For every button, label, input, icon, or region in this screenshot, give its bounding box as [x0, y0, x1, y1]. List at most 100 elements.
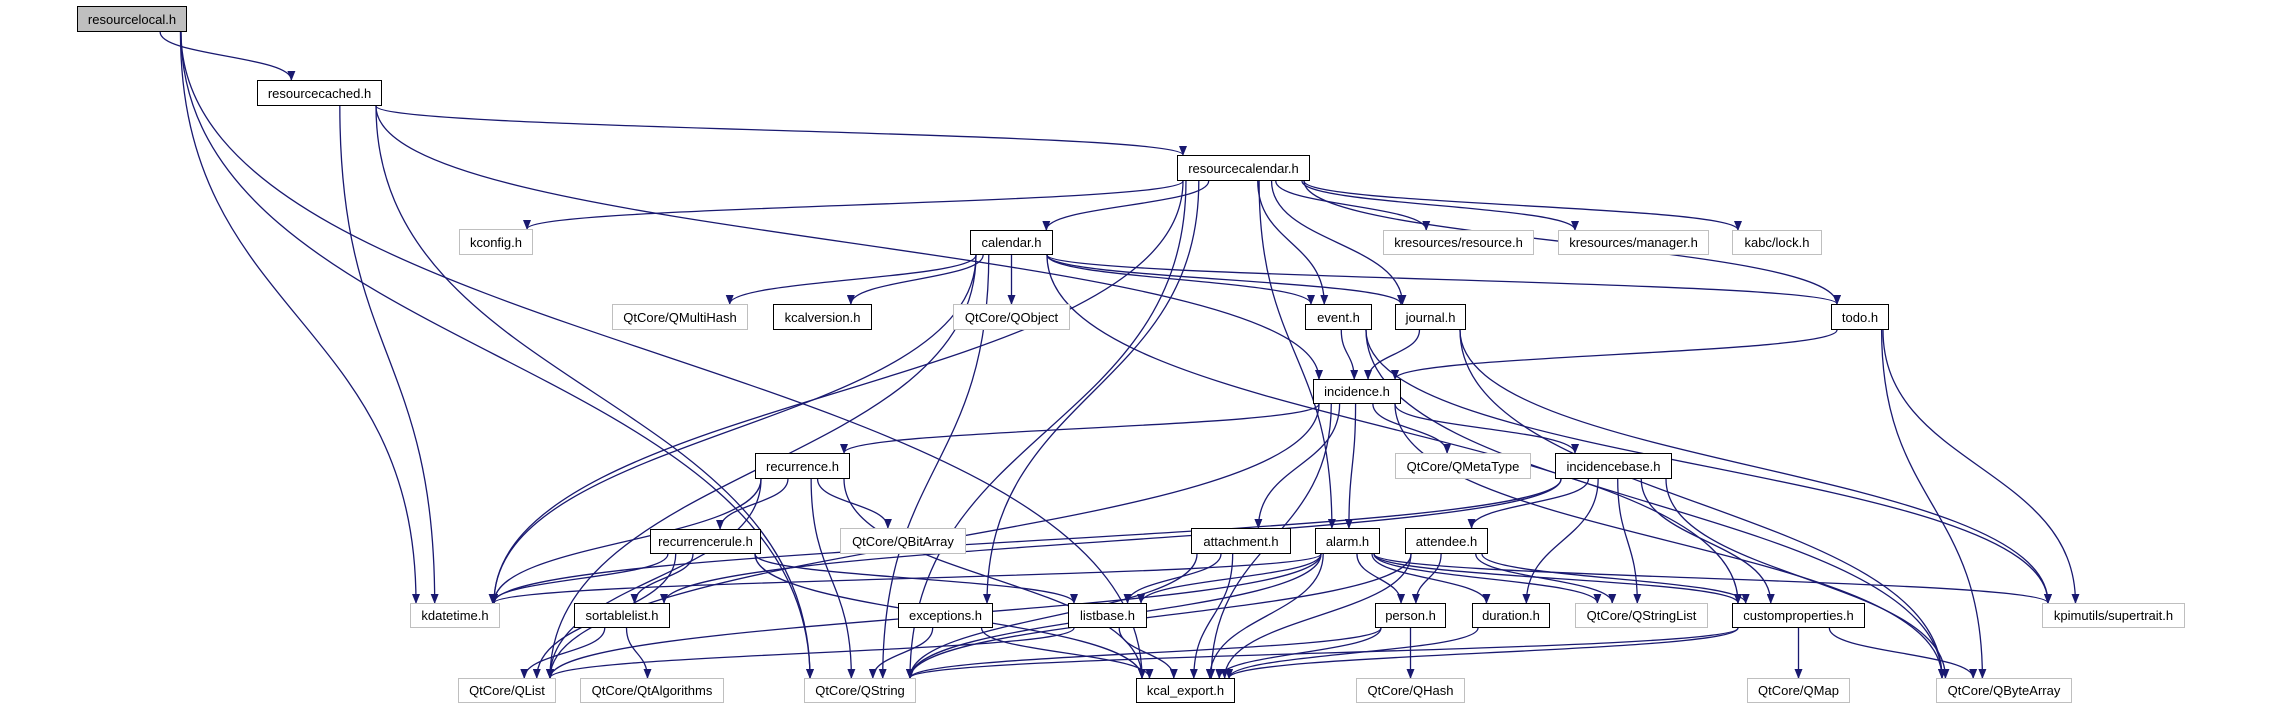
edge-resourcecalendar-to-qstring [906, 180, 1187, 679]
edge-resourcecalendar-to-calendar [1042, 180, 1210, 231]
edge-calendar-to-kcalversion [846, 254, 984, 305]
edge-incidence-to-incidencebase [1394, 403, 1579, 454]
edge-person-to-qstring [906, 627, 1382, 679]
edge-resourcecalendar-to-kabc_lock [1303, 180, 1742, 231]
node-qobject: QtCore/QObject [953, 304, 1070, 330]
node-incidence[interactable]: incidence.h [1313, 379, 1401, 404]
edge-resourcecalendar-to-exceptions [983, 180, 1200, 604]
node-kres-manager: kresources/manager.h [1558, 230, 1709, 255]
edge-calendar-to-event [1046, 254, 1315, 305]
edge-todo-to-incidence [1391, 329, 1838, 380]
edge-calendar-to-qstring [878, 254, 990, 679]
edge-customproperties-to-qstring [906, 627, 1739, 679]
edge-attachment-to-qstring [906, 553, 1198, 679]
edge-incidencebase-to-attendee [1467, 478, 1590, 529]
node-kcal-export[interactable]: kcal_export.h [1136, 678, 1235, 703]
node-qstringlist: QtCore/QStringList [1575, 603, 1708, 628]
edge-incidence-to-qmetatype [1372, 403, 1452, 454]
edge-incidence-to-attachment [1254, 403, 1341, 529]
node-resourcecached[interactable]: resourcecached.h [257, 80, 382, 106]
edge-attendee-to-kcal_export [1220, 553, 1412, 679]
node-qmultihash: QtCore/QMultiHash [612, 304, 748, 330]
node-kdatetime: kdatetime.h [410, 603, 500, 628]
node-sortablelist[interactable]: sortablelist.h [574, 603, 670, 628]
node-alarm[interactable]: alarm.h [1315, 528, 1380, 554]
edge-resourcecalendar-to-kdatetime [490, 180, 1184, 604]
edge-resourcecalendar-to-alarm [1258, 180, 1336, 529]
edge-resourcecalendar-to-kres_manager [1301, 180, 1579, 231]
edge-resourcelocal-to-kcal_export [180, 31, 1146, 679]
node-listbase[interactable]: listbase.h [1068, 603, 1147, 628]
edge-resourcecalendar-to-kconfig [523, 180, 1184, 230]
node-qbitarray: QtCore/QBitArray [840, 528, 966, 554]
node-resourcecalendar[interactable]: resourcecalendar.h [1177, 155, 1310, 181]
edge-resourcecalendar-to-event [1257, 180, 1329, 305]
edge-resourcecalendar-to-journal [1270, 180, 1407, 305]
node-kres-resource: kresources/resource.h [1383, 230, 1534, 255]
edge-todo-to-supertrait [1882, 329, 2080, 604]
node-attendee[interactable]: attendee.h [1405, 528, 1488, 554]
edge-attendee-to-customproperties [1481, 553, 1750, 604]
node-calendar[interactable]: calendar.h [970, 230, 1053, 255]
edge-calendar-to-qmultihash [725, 254, 977, 305]
node-qbytearray: QtCore/QByteArray [1936, 678, 2072, 703]
node-qmap: QtCore/QMap [1747, 678, 1850, 703]
node-event[interactable]: event.h [1305, 304, 1372, 330]
edge-recurrencerule-to-kdatetime [488, 553, 669, 604]
edge-sortablelist-to-qlist [520, 627, 606, 679]
node-attachment[interactable]: attachment.h [1191, 528, 1291, 554]
edge-resourcelocal-to-qstring [180, 31, 814, 679]
edge-journal-to-supertrait [1459, 329, 2052, 604]
edge-resourcecached-to-incidence [375, 105, 1323, 380]
node-qtalgorithms: QtCore/QtAlgorithms [580, 678, 724, 703]
edge-event-to-incidence [1340, 329, 1359, 380]
node-duration[interactable]: duration.h [1472, 603, 1550, 628]
node-supertrait: kpimutils/supertrait.h [2042, 603, 2185, 628]
node-customproperties[interactable]: customproperties.h [1732, 603, 1865, 628]
node-journal[interactable]: journal.h [1395, 304, 1466, 330]
edge-attendee-to-qstringlist [1475, 553, 1617, 604]
edge-sortablelist-to-qtalgorithms [625, 627, 652, 679]
edge-resourcecached-to-qstring [375, 105, 814, 679]
edge-journal-to-qbytearray [1459, 329, 1946, 679]
edge-calendar-to-kdatetime [490, 254, 977, 604]
edge-todo-to-qbytearray [1880, 329, 1987, 679]
edge-alarm-to-supertrait [1373, 553, 2052, 604]
node-kabc-lock: kabc/lock.h [1732, 230, 1822, 255]
edge-attachment-to-listbase [1123, 553, 1222, 604]
edge-attendee-to-qstring [906, 553, 1412, 679]
node-incidencebase[interactable]: incidencebase.h [1555, 453, 1672, 479]
node-kcalversion[interactable]: kcalversion.h [773, 304, 872, 330]
edge-calendar-to-customproperties [1046, 254, 1742, 604]
edge-resourcelocal-to-kdatetime [179, 31, 420, 604]
edge-attachment-to-kcal_export [1189, 553, 1234, 679]
edge-listbase-to-qlist [546, 627, 1075, 679]
edge-alarm-to-kcal_export [1205, 553, 1324, 679]
edge-exceptions-to-kcal_export [980, 627, 1154, 679]
edge-recurrence-to-recurrencerule [716, 478, 789, 530]
edge-alarm-to-listbase [1137, 553, 1322, 604]
edge-resourcecached-to-resourcecalendar [375, 105, 1187, 156]
node-kconfig: kconfig.h [459, 229, 533, 255]
node-qmetatype: QtCore/QMetaType [1395, 453, 1531, 479]
edge-recurrence-to-qstring [810, 478, 856, 679]
edge-resourcelocal-to-resourcecached [159, 31, 296, 81]
edge-calendar-to-todo [1046, 254, 1841, 305]
node-todo[interactable]: todo.h [1831, 304, 1889, 330]
node-recurrence[interactable]: recurrence.h [755, 453, 850, 479]
edge-incidencebase-to-kdatetime [490, 478, 1562, 604]
edge-incidence-to-recurrence [840, 403, 1320, 454]
edge-incidencebase-to-customproperties [1640, 478, 1775, 604]
edge-incidencebase-to-qbytearray [1665, 478, 1950, 679]
edge-customproperties-to-qbytearray [1828, 627, 1978, 679]
node-person[interactable]: person.h [1375, 603, 1446, 628]
edge-alarm-to-qstringlist [1373, 553, 1602, 604]
node-resourcelocal: resourcelocal.h [77, 6, 187, 32]
node-recurrencerule[interactable]: recurrencerule.h [650, 529, 761, 554]
edge-event-to-supertrait [1365, 329, 2052, 604]
edge-attendee-to-person [1411, 553, 1442, 604]
edge-exceptions-to-qstring [868, 627, 934, 679]
edge-alarm-to-kdatetime [490, 553, 1322, 604]
node-exceptions[interactable]: exceptions.h [898, 603, 993, 628]
